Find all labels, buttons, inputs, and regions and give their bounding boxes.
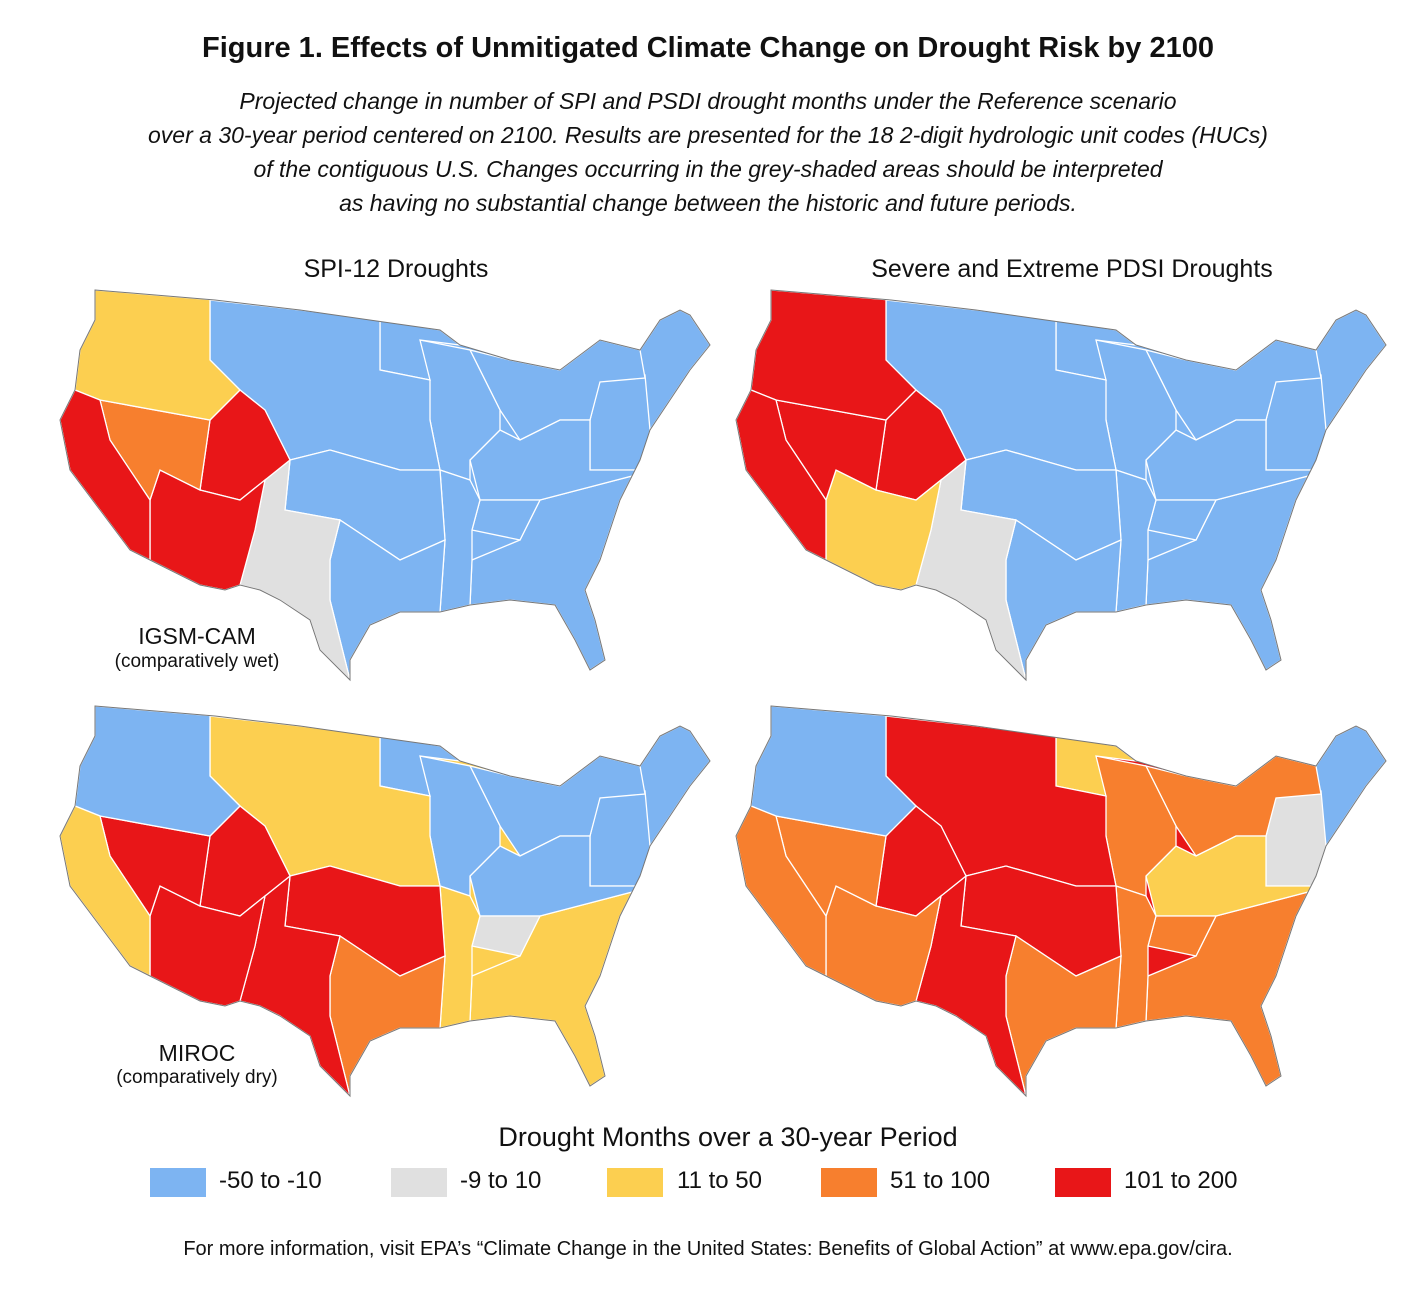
figure-title: Figure 1. Effects of Unmitigated Climate… — [202, 32, 1214, 64]
map-igsm-pdsi — [735, 289, 1387, 682]
column-title-spi: SPI-12 Droughts — [303, 255, 489, 283]
footer-note: For more information, visit EPA’s “Clima… — [183, 1238, 1233, 1260]
subtitle-line: of the contiguous U.S. Changes occurring… — [253, 156, 1163, 182]
legend-swatch — [150, 1168, 206, 1197]
subtitle-line: over a 30-year period centered on 2100. … — [148, 122, 1268, 148]
legend-label: -50 to -10 — [219, 1167, 322, 1194]
map-miroc-pdsi — [735, 705, 1387, 1098]
us-outline — [735, 289, 1387, 682]
us-outline — [59, 705, 711, 1098]
us-outline — [59, 289, 711, 682]
row-label-igsm: IGSM-CAM — [138, 623, 256, 649]
legend-label: 11 to 50 — [677, 1167, 762, 1194]
legend-swatch — [607, 1168, 663, 1197]
legend-swatch — [1055, 1168, 1111, 1197]
column-title-pdsi: Severe and Extreme PDSI Droughts — [871, 255, 1273, 283]
row-label-miroc: MIROC — [158, 1040, 236, 1066]
subtitle-line: Projected change in number of SPI and PS… — [239, 88, 1177, 114]
huc-region-1 — [639, 309, 710, 432]
huc-region-1 — [1315, 309, 1386, 432]
legend-label: -9 to 10 — [460, 1167, 542, 1194]
row-note-miroc: (comparatively dry) — [116, 1067, 278, 1088]
legend-swatch — [391, 1168, 447, 1197]
map-igsm-spi — [59, 289, 711, 682]
huc-region-1 — [639, 725, 710, 848]
legend-label: 101 to 200 — [1124, 1167, 1238, 1194]
huc-region-1 — [1315, 725, 1386, 848]
legend-title: Drought Months over a 30-year Period — [498, 1122, 958, 1152]
legend-swatch — [821, 1168, 877, 1197]
us-outline — [735, 705, 1387, 1098]
legend-label: 51 to 100 — [890, 1167, 991, 1194]
subtitle-line: as having no substantial change between … — [339, 190, 1077, 216]
map-miroc-spi — [59, 705, 711, 1098]
row-note-igsm: (comparatively wet) — [114, 651, 280, 672]
